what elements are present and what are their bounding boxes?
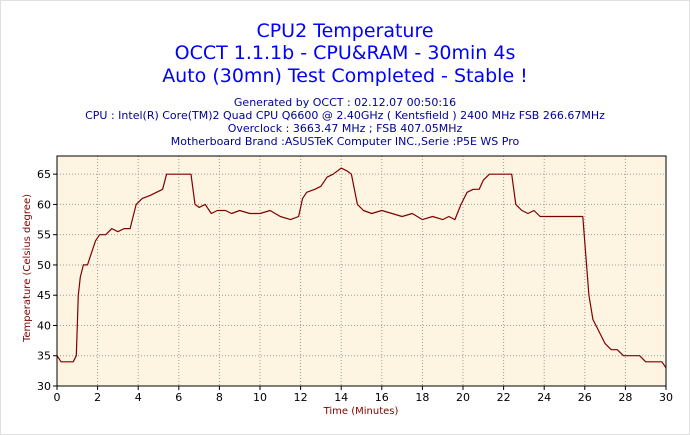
x-tick-label: 26 [578, 391, 592, 404]
y-tick-label: 55 [37, 229, 51, 242]
y-tick-label: 35 [37, 350, 51, 363]
chart-subtitle-status: Auto (30mn) Test Completed - Stable ! [162, 65, 528, 87]
x-tick-label: 24 [537, 391, 551, 404]
temperature-series-line [56, 167, 667, 369]
y-axis-label: Temperature (Celsius degree) [22, 194, 33, 343]
y-tick-label: 60 [37, 198, 51, 211]
x-tick-label: 4 [135, 391, 142, 404]
x-tick-label: 12 [294, 391, 308, 404]
x-tick-label: 18 [415, 391, 429, 404]
y-tick-label: 50 [37, 259, 51, 272]
x-tick-label: 16 [375, 391, 389, 404]
x-tick-label: 2 [94, 391, 101, 404]
chart-subtitle-test: OCCT 1.1.1b - CPU&RAM - 30min 4s [174, 42, 516, 64]
y-tick-label: 30 [37, 380, 51, 393]
x-tick-label: 22 [497, 391, 511, 404]
series-layer [56, 167, 667, 369]
gridlines [57, 156, 666, 386]
y-tick-label: 65 [37, 168, 51, 181]
x-tick-label: 6 [175, 391, 182, 404]
chart-title: CPU2 Temperature [256, 20, 434, 42]
plot-area [57, 156, 666, 386]
x-tick-label: 28 [618, 391, 632, 404]
x-tick-label: 8 [216, 391, 223, 404]
info-cpu: CPU : Intel(R) Core(TM)2 Quad CPU Q6600 … [85, 109, 605, 122]
plot-border [56, 155, 667, 387]
info-generated: Generated by OCCT : 02.12.07 00:50:16 [233, 96, 457, 109]
y-tick-label: 45 [37, 289, 51, 302]
y-tick-label: 40 [37, 319, 51, 332]
plot-background [57, 156, 666, 386]
axes-layer: 0 2 4 6 8 10 12 14 16 18 20 22 24 26 28 303035404550556… [37, 155, 673, 404]
info-motherboard: Motherboard Brand :ASUSTeK Computer INC.… [170, 135, 520, 148]
info-overclock: Overclock : 3663.47 MHz ; FSB 407.05MHz [227, 122, 463, 135]
x-axis-label: Time (Minutes) [323, 406, 399, 417]
x-tick-label: 20 [456, 391, 470, 404]
x-tick-label: 0 [54, 391, 61, 404]
x-tick-label: 10 [253, 391, 267, 404]
x-tick-label: 30 [659, 391, 673, 404]
x-tick-label: 14 [334, 391, 348, 404]
